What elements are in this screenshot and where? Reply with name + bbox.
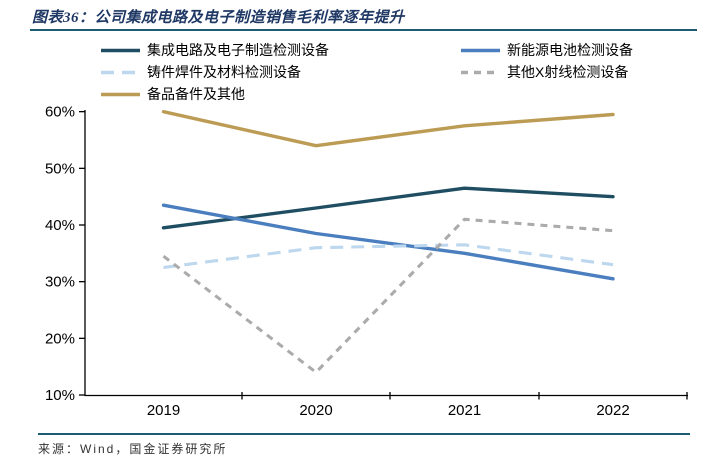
- legend-item: 集成电路及电子制造检测设备: [100, 42, 460, 59]
- series-line: [163, 243, 614, 270]
- y-tick-label: 30%: [45, 274, 75, 291]
- x-tick-label: 2020: [299, 402, 332, 419]
- x-tick-label: 2019: [147, 402, 180, 419]
- legend-label: 新能源电池检测设备: [507, 42, 633, 58]
- series-line: [161, 186, 615, 230]
- legend-swatch-line: [461, 48, 500, 53]
- legend-item: 铸件焊件及材料检测设备: [100, 64, 460, 81]
- series-line: [161, 203, 615, 281]
- footer-divider: [38, 433, 690, 435]
- legend-label: 备品备件及其他: [147, 86, 245, 102]
- y-tick-label: 60%: [45, 104, 75, 121]
- legend-item: 其他X射线检测设备: [460, 64, 690, 81]
- series-line: [161, 109, 615, 148]
- x-tick-label: 2022: [596, 402, 629, 419]
- legend-label: 集成电路及电子制造检测设备: [147, 42, 329, 58]
- y-tick-label: 20%: [45, 330, 75, 347]
- x-tick-label: 2021: [448, 402, 481, 419]
- legend-item: 新能源电池检测设备: [460, 42, 690, 59]
- series-line: [162, 217, 614, 374]
- y-tick-label: 40%: [45, 217, 75, 234]
- chart-legend: 集成电路及电子制造检测设备 新能源电池检测设备铸件焊件及材料检测设备 其他X射线检测…: [100, 42, 690, 103]
- y-tick-label: 10%: [45, 387, 75, 404]
- figure-title: 图表36：公司集成电路及电子制造销售毛利率逐年提升: [32, 10, 405, 26]
- legend-label: 铸件焊件及材料检测设备: [147, 64, 301, 80]
- legend-label: 其他X射线检测设备: [507, 64, 629, 80]
- legend-item: 备品备件及其他: [100, 86, 460, 103]
- y-tick-label: 50%: [45, 160, 75, 177]
- figure-header: 图表36：公司集成电路及电子制造销售毛利率逐年提升: [32, 6, 702, 27]
- legend-swatch-line: [461, 70, 500, 75]
- source-note: 来源：Wind，国金证券研究所: [38, 442, 228, 456]
- legend-swatch-line: [101, 70, 140, 75]
- title-divider: [30, 29, 697, 31]
- legend-swatch-line: [101, 92, 140, 97]
- legend-swatch-line: [101, 48, 140, 53]
